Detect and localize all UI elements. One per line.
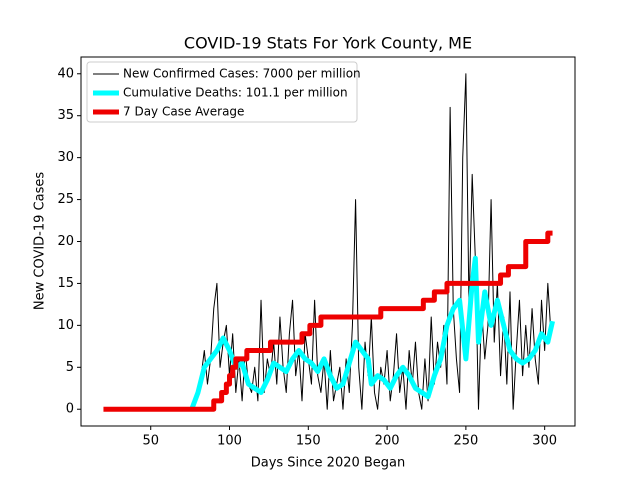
series-line <box>103 230 553 412</box>
x-tick-label: 50 <box>142 434 159 449</box>
chart-title: COVID-19 Stats For York County, ME <box>184 34 472 53</box>
x-tick-label: 100 <box>217 434 242 449</box>
x-tick-label: 250 <box>453 434 478 449</box>
x-axis-label: Days Since 2020 Began <box>251 456 406 471</box>
y-tick-label: 25 <box>57 192 74 207</box>
y-tick-label: 40 <box>57 66 74 81</box>
x-tick-label: 150 <box>296 434 321 449</box>
y-tick-label: 5 <box>66 360 74 375</box>
y-tick-label: 10 <box>57 318 74 333</box>
y-tick-label: 35 <box>57 108 74 123</box>
x-tick-label: 200 <box>375 434 400 449</box>
legend-label: Cumulative Deaths: 101.1 per million <box>123 86 348 100</box>
y-tick-label: 15 <box>57 276 74 291</box>
legend-label: 7 Day Case Average <box>123 105 244 119</box>
x-tick-label: 300 <box>532 434 557 449</box>
y-tick-label: 30 <box>57 150 74 165</box>
y-tick-label: 0 <box>66 402 74 417</box>
plot-area <box>103 73 555 412</box>
series-line <box>189 255 555 411</box>
legend-box <box>86 61 358 123</box>
y-tick-label: 20 <box>57 234 74 249</box>
y-axis-label: New COVID-19 Cases <box>33 172 48 310</box>
legend-label: New Confirmed Cases: 7000 per million <box>123 67 361 81</box>
